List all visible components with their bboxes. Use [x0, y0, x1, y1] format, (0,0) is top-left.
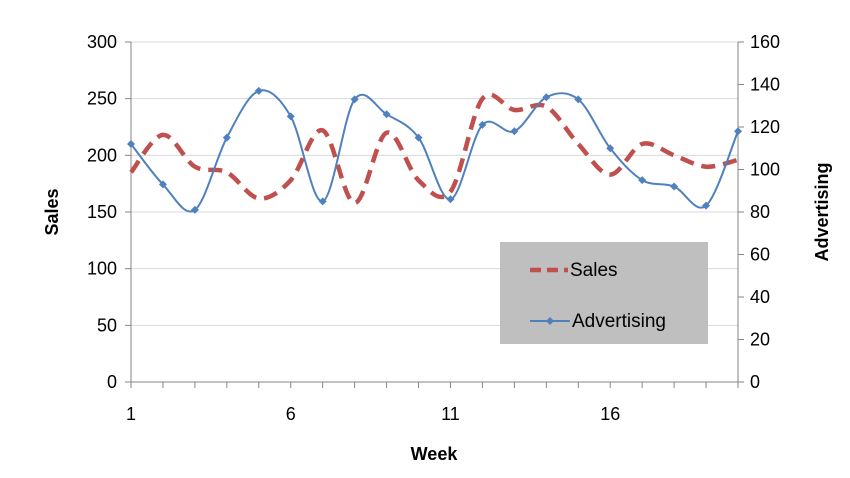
y2-tick-label: 100	[750, 160, 780, 180]
advertising-point	[414, 133, 423, 142]
y-tick-label: 300	[87, 32, 117, 52]
advertising-point	[542, 93, 551, 102]
advertising-point	[254, 86, 263, 95]
y2-tick-label: 120	[750, 117, 780, 137]
left-axis-ticks: 0 50 100 150 200 250 300	[87, 32, 117, 392]
right-axis-ticks: 0 20 40 60 80 100 120 140 160	[750, 32, 780, 392]
advertising-point	[702, 201, 711, 210]
y2-tick-label: 60	[750, 245, 770, 265]
advertising-point	[190, 205, 199, 214]
y2-tick-label: 80	[750, 202, 770, 222]
y-tick-label: 200	[87, 145, 117, 165]
sales-series	[129, 92, 739, 206]
x-tick-label: 1	[126, 404, 136, 424]
y-tick-label: 150	[87, 202, 117, 222]
legend-sales-label: Sales	[570, 260, 618, 281]
y-tick-label: 50	[97, 315, 117, 335]
y2-tick-label: 20	[750, 330, 770, 350]
advertising-point	[382, 110, 391, 119]
y2-tick-label: 140	[750, 75, 780, 95]
sales-line	[129, 92, 739, 206]
y-tick-label: 0	[107, 372, 117, 392]
x-axis-ticks: 1 6 11 16	[126, 404, 620, 424]
advertising-point	[510, 127, 519, 136]
x-axis-title: Week	[411, 444, 459, 464]
advertising-point	[446, 195, 455, 204]
advertising-point	[574, 95, 583, 104]
advertising-point	[222, 133, 231, 142]
y-tick-label: 100	[87, 259, 117, 279]
legend-advertising-marker	[546, 317, 554, 325]
y2-tick-label: 0	[750, 372, 760, 392]
advertising-series	[127, 86, 742, 214]
y2-tick-label: 40	[750, 287, 770, 307]
advertising-point	[318, 197, 327, 206]
x-tick-label: 6	[286, 404, 296, 424]
advertising-point	[350, 95, 359, 104]
x-tick-label: 16	[600, 404, 620, 424]
advertising-point	[638, 176, 647, 185]
y2-tick-label: 160	[750, 32, 780, 52]
advertising-line	[130, 89, 739, 213]
advertising-point	[158, 180, 167, 189]
legend-box	[500, 242, 708, 344]
advertising-point	[478, 120, 487, 129]
legend-advertising-label: Advertising	[572, 311, 666, 332]
advertising-point	[734, 127, 742, 136]
advertising-point	[670, 182, 679, 191]
y-tick-label: 250	[87, 89, 117, 109]
advertising-point	[127, 140, 135, 148]
advertising-point	[286, 112, 295, 121]
legend: Sales Advertising	[500, 242, 708, 344]
x-tick-label: 11	[441, 404, 460, 424]
axes	[125, 41, 744, 388]
advertising-point	[606, 144, 615, 153]
y-axis-title: Sales	[42, 188, 62, 235]
y2-axis-title: Advertising	[812, 162, 832, 261]
